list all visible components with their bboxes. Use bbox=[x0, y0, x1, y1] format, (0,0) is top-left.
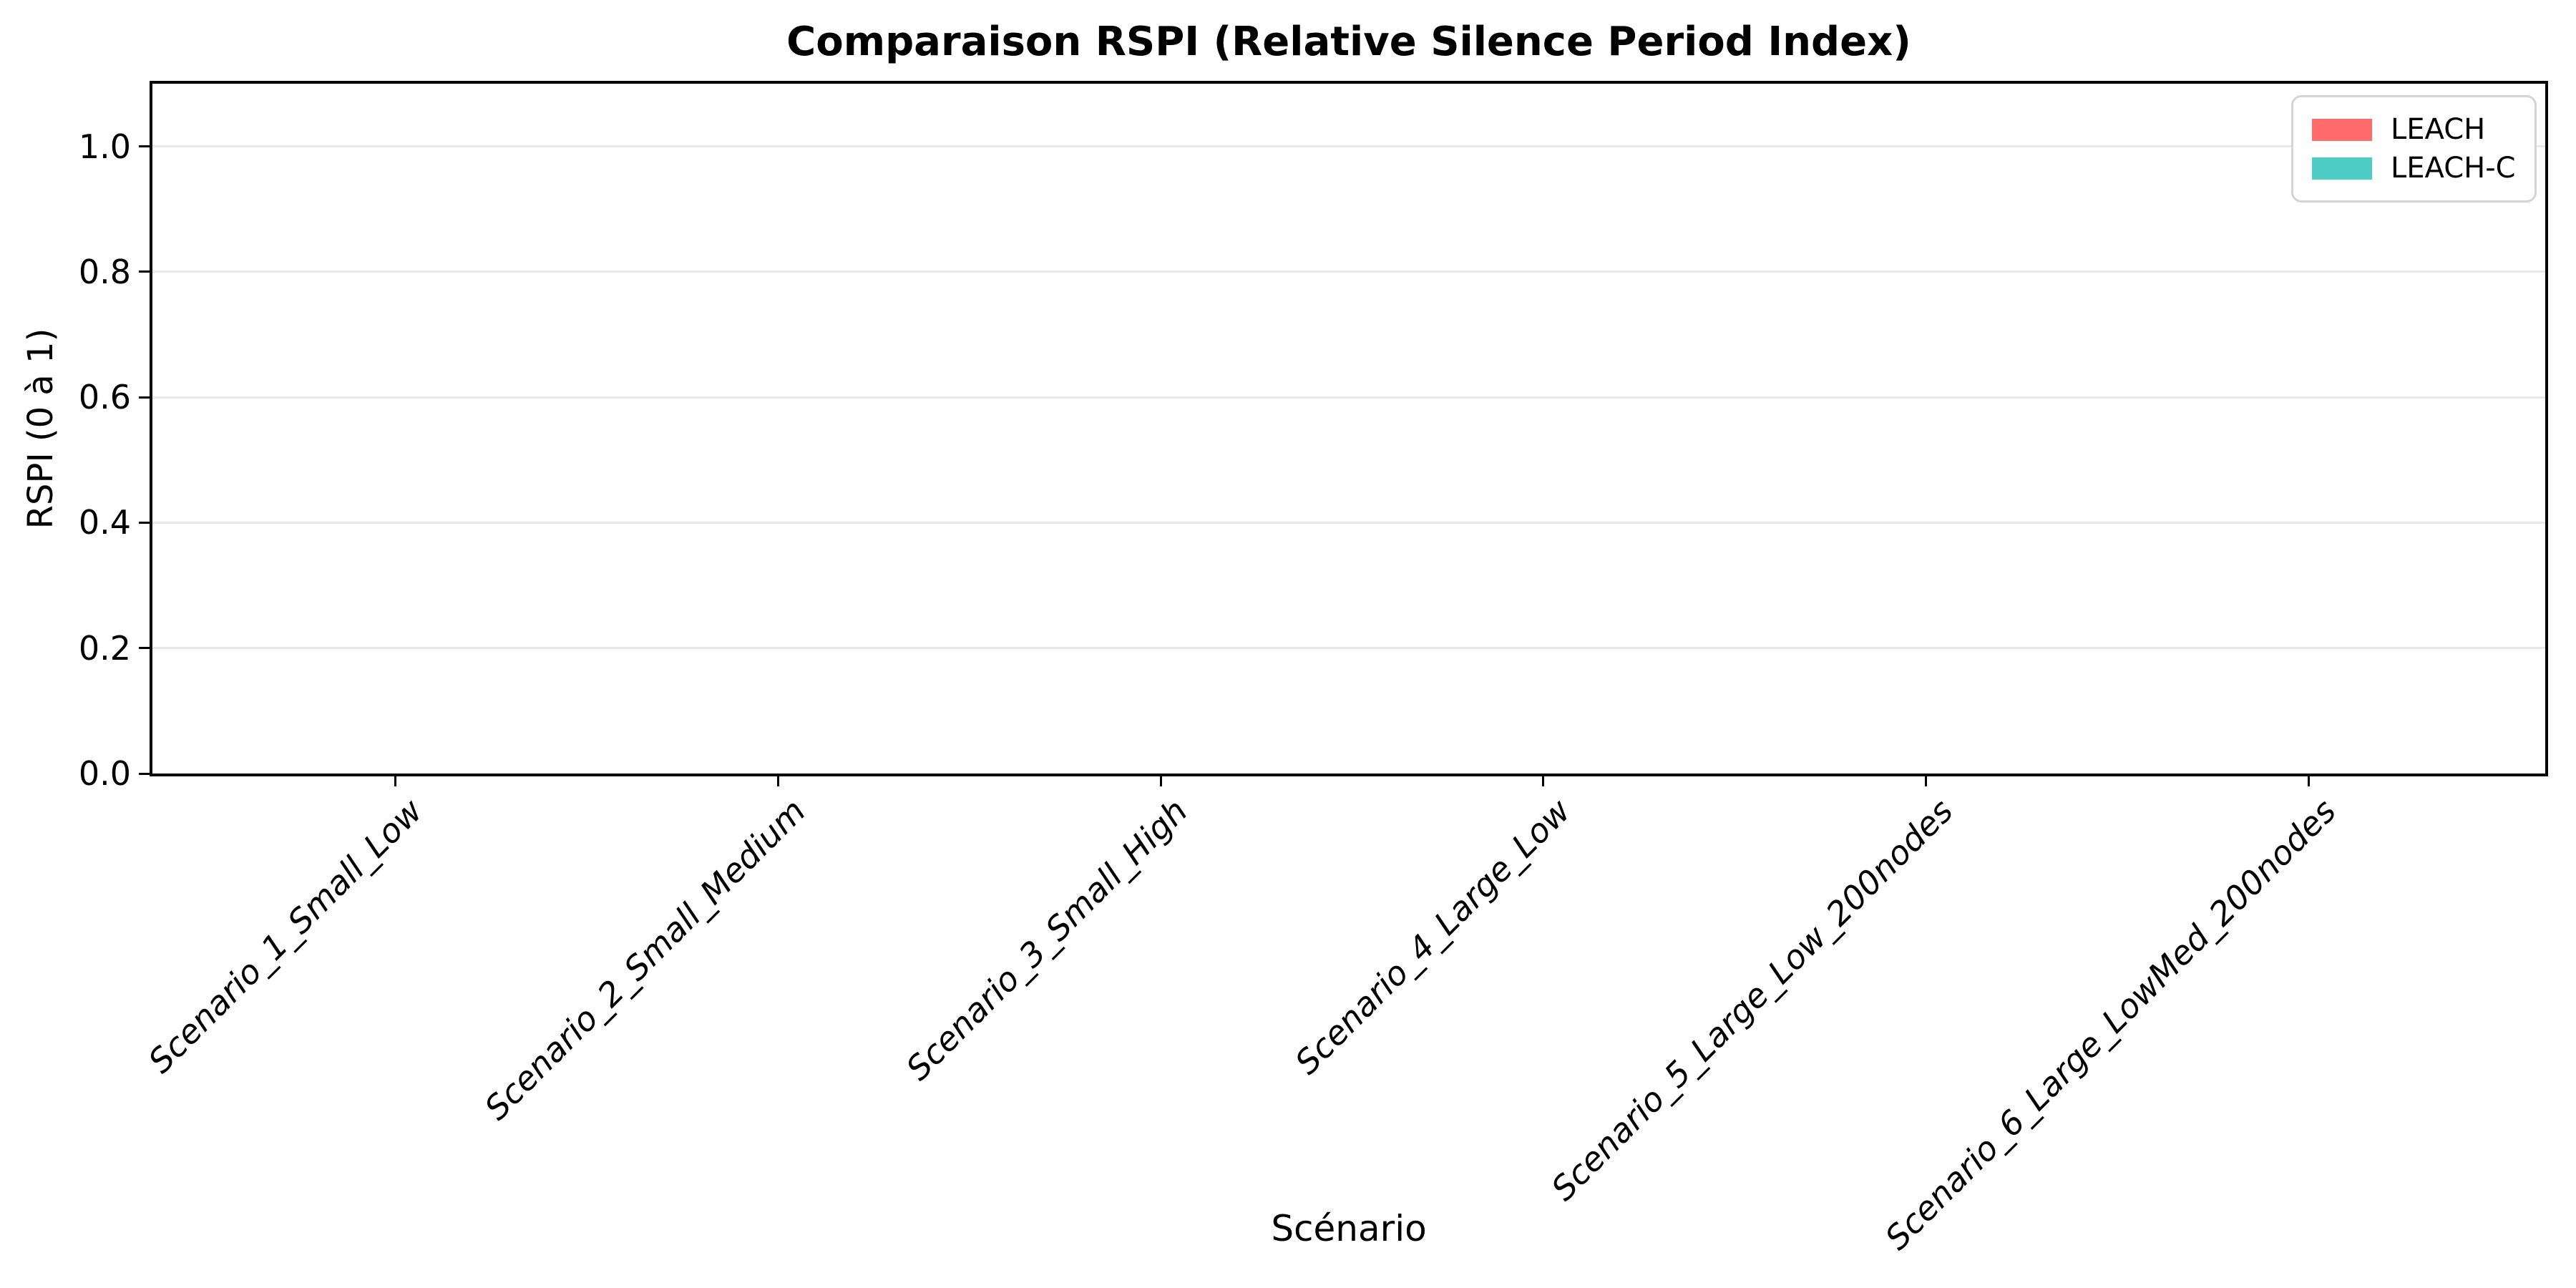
y-tick-label: 0.4 bbox=[78, 503, 131, 542]
leach-c-color-swatch bbox=[2312, 157, 2372, 180]
y-tick-mark bbox=[139, 647, 150, 650]
y-tick-mark bbox=[139, 396, 150, 399]
gridline bbox=[152, 647, 2545, 650]
y-tick-mark bbox=[139, 772, 150, 775]
plot-area bbox=[150, 81, 2548, 776]
y-tick-mark bbox=[139, 521, 150, 524]
x-tick-mark bbox=[2307, 776, 2310, 786]
legend: LEACH LEACH-C bbox=[2291, 95, 2537, 203]
x-tick-label: Scenario_6_Large_LowMed_200nodes bbox=[1877, 791, 2343, 1257]
gridline bbox=[152, 270, 2545, 273]
gridline bbox=[152, 396, 2545, 399]
y-tick-label: 0.0 bbox=[78, 754, 131, 793]
x-tick-label: Scenario_3_Small_High bbox=[899, 791, 1196, 1088]
legend-entry-leach-c: LEACH-C bbox=[2312, 152, 2516, 185]
legend-entry-leach: LEACH bbox=[2312, 113, 2516, 146]
x-tick-label: Scenario_4_Large_Low bbox=[1287, 791, 1579, 1082]
y-tick-label: 0.8 bbox=[78, 252, 131, 291]
y-axis-tick-labels: 0.0 0.2 0.4 0.6 0.8 1.0 bbox=[0, 0, 131, 1288]
x-tick-mark bbox=[1925, 776, 1928, 786]
legend-label-leach-c: LEACH-C bbox=[2391, 152, 2516, 185]
x-tick-label: Scenario_2_Small_Medium bbox=[477, 791, 813, 1128]
chart-title: Comparaison RSPI (Relative Silence Perio… bbox=[786, 19, 1911, 65]
gridline bbox=[152, 521, 2545, 524]
x-tick-mark bbox=[394, 776, 397, 786]
y-tick-mark bbox=[139, 270, 150, 273]
x-tick-mark bbox=[1542, 776, 1545, 786]
leach-color-swatch bbox=[2312, 118, 2372, 141]
y-tick-label: 0.2 bbox=[78, 628, 131, 668]
x-tick-label: Scenario_1_Small_Low bbox=[140, 791, 430, 1081]
x-tick-label: Scenario_5_Large_Low_200nodes bbox=[1543, 791, 1961, 1209]
x-tick-mark bbox=[776, 776, 779, 786]
legend-label-leach: LEACH bbox=[2391, 113, 2486, 146]
x-tick-mark bbox=[1159, 776, 1162, 786]
y-tick-label: 1.0 bbox=[78, 127, 131, 166]
y-tick-label: 0.6 bbox=[78, 378, 131, 417]
x-axis-title: Scénario bbox=[1271, 1208, 1427, 1249]
y-tick-mark bbox=[139, 145, 150, 148]
gridline bbox=[152, 145, 2545, 148]
